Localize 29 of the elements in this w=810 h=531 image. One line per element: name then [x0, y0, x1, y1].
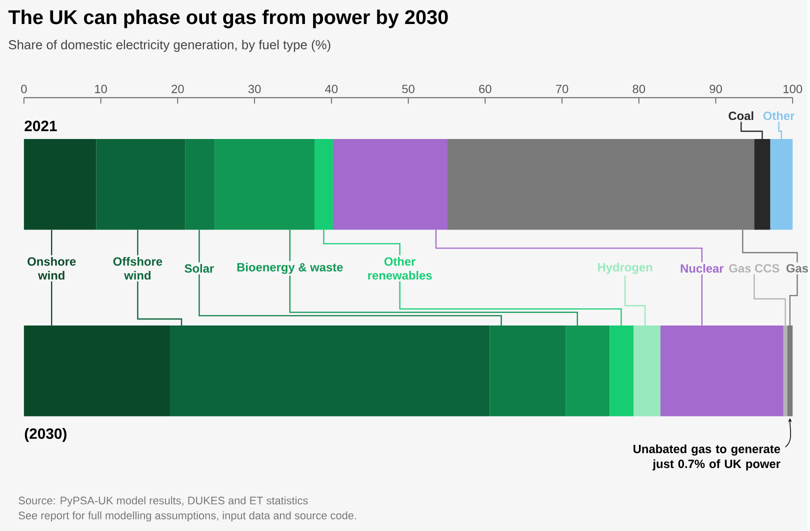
x-tick-label: 30	[248, 84, 261, 93]
x-tick-label: 20	[172, 84, 184, 93]
annotation: See report for full modelling assumptions, input data and source code.	[18, 511, 356, 522]
annotation: Source: PyPSA-UK model results, DUKES and ET statistics	[18, 496, 308, 506]
y-tick-label: (2030)	[24, 428, 66, 442]
x-tick-label: 80	[632, 84, 646, 93]
x-tick-label: 10	[95, 84, 107, 93]
text: Solar	[184, 264, 214, 272]
text: Hydrogen	[598, 262, 652, 274]
x-tick-label: 40	[325, 84, 338, 93]
text: Other renewables	[368, 256, 432, 280]
text: Nuclear	[680, 264, 724, 272]
series-label: Other	[763, 111, 795, 120]
annotation: Unabated gas to generate just 0.7% of UK power	[634, 444, 780, 470]
x-tick-label: 100	[784, 84, 802, 93]
legend-label: Onshore wind	[28, 256, 76, 280]
text: The UK can phase out gas from power by 2030	[8, 9, 448, 28]
text: Bioenergy & waste	[237, 262, 343, 274]
x-tick-label: 90	[710, 84, 722, 93]
text: Gas	[786, 264, 808, 272]
series-label: Coal	[728, 111, 754, 120]
x-tick-label: 0	[21, 84, 27, 93]
x-tick-label: 70	[556, 84, 568, 93]
text: Share of domestic electricity generation, by fuel type (%)	[8, 40, 330, 52]
x-tick-label: 60	[479, 84, 492, 93]
legend-label: Offshore wind	[113, 256, 162, 280]
text: Gas CCS	[729, 264, 780, 272]
x-tick-label: 50	[402, 84, 414, 93]
y-tick-label: 2021	[24, 120, 57, 132]
